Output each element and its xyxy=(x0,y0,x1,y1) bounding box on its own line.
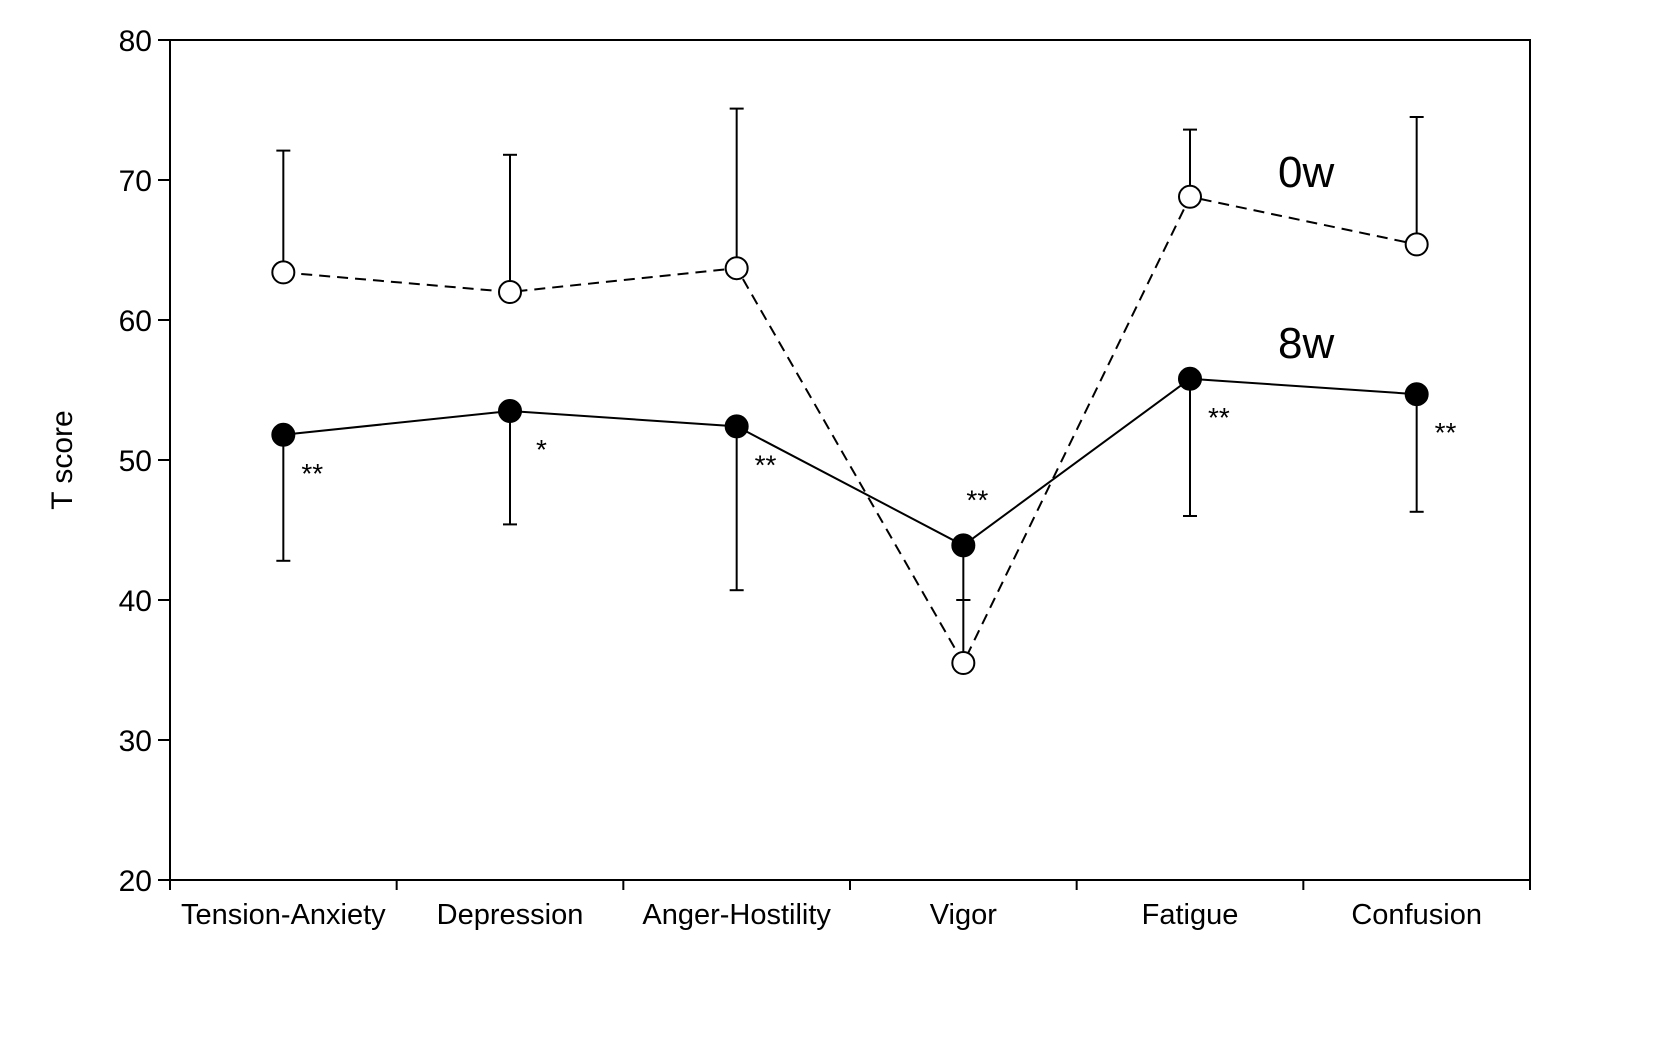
y-tick-label-80: 80 xyxy=(119,25,152,58)
x-tick-label-2: Anger-Hostility xyxy=(642,899,831,931)
series-line-0w xyxy=(283,195,1417,666)
point-8w-1 xyxy=(498,399,522,423)
y-axis-label: T score xyxy=(46,410,79,509)
y-tick-label-30: 30 xyxy=(119,725,152,758)
series-8w xyxy=(271,366,1429,601)
point-8w-2 xyxy=(724,414,749,439)
significance-marker-4: ** xyxy=(1208,402,1230,433)
x-tick-label-4: Fatigue xyxy=(1142,899,1239,931)
x-tick-label-5: Confusion xyxy=(1351,899,1482,931)
point-0w-0 xyxy=(271,260,296,285)
point-0w-4 xyxy=(1178,184,1202,209)
x-tick-label-1: Depression xyxy=(437,899,584,931)
y-tick-label-20: 20 xyxy=(119,865,152,898)
significance-marker-3: ** xyxy=(966,484,988,515)
point-0w-5 xyxy=(1404,232,1429,257)
point-0w-2 xyxy=(724,256,749,281)
series-line-8w xyxy=(283,377,1417,547)
significance-marker-1: * xyxy=(536,434,547,465)
x-tick-label-0: Tension-Anxiety xyxy=(181,899,386,931)
y-tick-label-60: 60 xyxy=(119,305,152,338)
y-tick-label-40: 40 xyxy=(119,585,152,618)
point-8w-3 xyxy=(951,533,976,558)
axes: 20 30 40 50 60 70 80 Tension-Anxiety Depression A… xyxy=(46,25,1531,931)
significance-marker-0: ** xyxy=(301,458,323,489)
point-0w-3 xyxy=(951,651,976,675)
series-0w xyxy=(271,107,1429,675)
point-8w-0 xyxy=(271,422,296,447)
point-8w-4 xyxy=(1178,366,1202,391)
significance-marker-2: ** xyxy=(755,449,777,480)
y-tick-label-70: 70 xyxy=(119,165,152,198)
significance-marker-5: ** xyxy=(1435,417,1457,448)
x-tick-label-3: Vigor xyxy=(930,899,998,931)
series-label-8w: 8w xyxy=(1278,319,1334,368)
point-8w-5 xyxy=(1404,382,1429,407)
y-tick-label-50: 50 xyxy=(119,445,152,478)
point-0w-1 xyxy=(498,280,522,304)
series-label-0w: 0w xyxy=(1278,148,1334,197)
